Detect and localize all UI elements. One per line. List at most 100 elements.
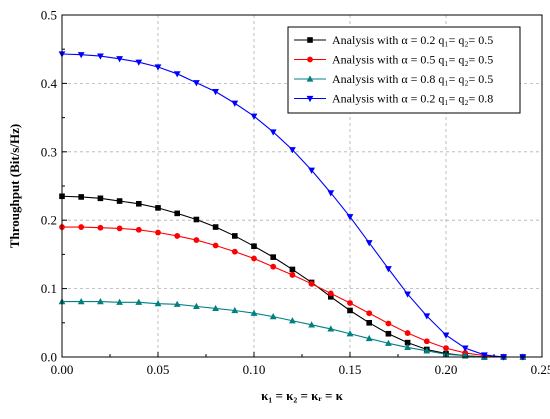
data-point [308, 167, 315, 174]
data-point [442, 332, 450, 339]
y-tick-label: 0.2 [41, 213, 57, 228]
legend-box [287, 26, 521, 114]
data-point [193, 80, 200, 87]
data-point [461, 345, 469, 352]
series-line [62, 301, 523, 358]
data-point [212, 304, 219, 312]
legend-item: Analysis with α = 0.5 q₁= q₂= 0.5 [294, 53, 493, 67]
data-point [77, 52, 85, 59]
data-point [231, 306, 239, 314]
y-tick-label: 0.0 [41, 350, 57, 365]
data-point [385, 320, 392, 327]
data-point [116, 56, 123, 63]
data-point [365, 334, 373, 342]
data-point [231, 100, 239, 107]
data-point [308, 321, 315, 328]
data-point [116, 298, 123, 305]
axis-ticks: 0.0 0.1 0.2 0.3 0.4 0.5 0.00 0.05 0.10 0.15 0.20 0.… [41, 8, 550, 378]
y-tick-label: 0.3 [41, 144, 57, 159]
data-point [308, 280, 315, 287]
data-point [404, 339, 411, 346]
x-tick-label: 0.10 [243, 362, 266, 377]
series-2 [59, 224, 526, 360]
data-point [269, 129, 277, 136]
x-tick-label: 0.05 [147, 362, 170, 377]
data-point [269, 313, 277, 320]
legend-item: Analysis with α = 0.2 q₁= q₂= 0.5 [294, 33, 493, 47]
data-point [251, 255, 257, 262]
legend-marker [307, 56, 313, 63]
data-point [385, 330, 392, 337]
data-point [193, 302, 200, 309]
data-point [404, 291, 411, 298]
data-point [212, 242, 219, 249]
data-point [154, 64, 162, 71]
data-point [116, 198, 123, 204]
data-point [174, 233, 181, 239]
data-point [404, 343, 411, 351]
data-point [173, 71, 181, 78]
data-point [270, 263, 277, 270]
data-point [77, 297, 85, 305]
data-point [289, 317, 296, 324]
data-point [289, 272, 296, 278]
data-point [155, 229, 161, 236]
x-tick-label: 0.00 [51, 362, 74, 377]
data-point [212, 89, 219, 96]
data-point [289, 266, 296, 273]
data-point [328, 294, 334, 300]
data-point [385, 266, 392, 273]
x-axis-title: κ₁ = κ₂ = κᵣ = κ [261, 388, 343, 403]
series-4 [58, 51, 527, 361]
data-point [346, 214, 354, 221]
data-point [327, 290, 334, 297]
legend-label: Analysis with α = 0.8 q₁= q₂= 0.5 [332, 72, 493, 86]
y-tick-label: 0.1 [41, 281, 57, 296]
data-point [155, 205, 161, 211]
data-point [136, 200, 142, 207]
data-point [366, 310, 373, 317]
legend-item: Analysis with α = 0.8 q₁= q₂= 0.5 [294, 72, 493, 86]
data-point [346, 330, 354, 337]
x-tick-label: 0.15 [339, 362, 362, 377]
data-point [251, 243, 257, 249]
data-point [174, 210, 180, 217]
legend: Analysis with α = 0.2 q₁= q₂= 0.5 Analysi… [287, 26, 521, 114]
data-point [365, 240, 373, 247]
data-point [135, 59, 143, 66]
data-point [173, 300, 181, 307]
data-point [270, 254, 276, 260]
data-point [212, 224, 219, 230]
data-point [135, 226, 142, 233]
data-point [231, 248, 238, 255]
data-point [347, 307, 353, 314]
legend-label: Analysis with α = 0.2 q₁= q₂= 0.5 [332, 33, 493, 47]
data-point [327, 325, 335, 332]
data-point [347, 300, 353, 306]
data-point [193, 216, 200, 223]
data-point [97, 297, 104, 305]
data-point [250, 309, 258, 316]
data-point [135, 298, 143, 305]
data-point [250, 113, 258, 120]
data-point [97, 53, 104, 60]
data-point [385, 339, 392, 346]
data-point [423, 347, 431, 354]
data-point [193, 237, 200, 243]
y-axis-title: Throughput (Bit/s/Hz) [7, 124, 22, 248]
y-tick-label: 0.4 [41, 76, 58, 91]
x-tick-label: 0.20 [435, 362, 458, 377]
legend-label: Analysis with α = 0.5 q₁= q₂= 0.5 [332, 53, 493, 67]
data-point [366, 320, 372, 326]
legend-label: Analysis with α = 0.2 q₁= q₂= 0.8 [332, 92, 493, 106]
data-point [154, 300, 162, 307]
data-point [423, 313, 431, 320]
data-point [97, 195, 104, 202]
data-point [404, 330, 411, 336]
data-point [327, 190, 335, 197]
legend-marker [306, 95, 314, 103]
data-point [116, 225, 123, 232]
legend-marker [306, 75, 314, 82]
x-tick-label: 0.25 [531, 362, 550, 377]
